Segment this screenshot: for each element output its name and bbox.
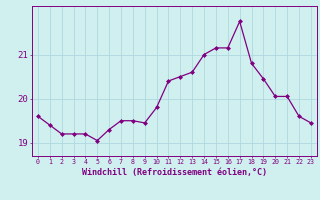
X-axis label: Windchill (Refroidissement éolien,°C): Windchill (Refroidissement éolien,°C): [82, 168, 267, 177]
